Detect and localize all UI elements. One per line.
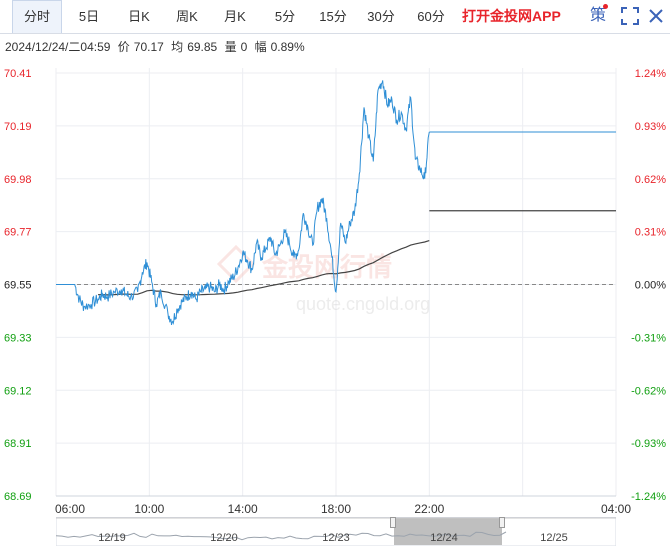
price-line — [56, 80, 430, 326]
navigator-date-label: 12/23 — [322, 532, 350, 544]
y-tick-right: 0.31% — [635, 227, 666, 239]
close-icon[interactable] — [646, 6, 666, 26]
tab-5day[interactable]: 5日 — [78, 9, 100, 24]
y-tick-right: -0.31% — [631, 332, 666, 344]
y-tick-left: 70.19 — [4, 121, 32, 133]
navigator-selection — [394, 518, 502, 545]
navigator-mini-line — [55, 531, 507, 541]
y-tick-left: 69.77 — [4, 227, 32, 239]
y-tick-left: 69.98 — [4, 174, 32, 186]
watermark-logo-icon — [216, 244, 256, 284]
strategy-icon[interactable]: 策 — [590, 7, 607, 24]
y-tick-right: -1.24% — [631, 491, 666, 503]
change-label: 幅 — [254, 40, 267, 54]
avg-price-line — [97, 240, 430, 296]
navigator-date-label: 12/24 — [430, 532, 458, 544]
y-tick-left: 70.41 — [4, 68, 32, 80]
price-value: 70.17 — [133, 40, 164, 54]
change-value: 0.89% — [270, 40, 305, 54]
tab-60min[interactable]: 60分 — [417, 9, 445, 24]
y-tick-right: -0.62% — [631, 385, 666, 397]
price-label: 价 — [117, 40, 130, 54]
navigator-date-labels: 12/19 12/20 12/23 12/24 12/25 — [98, 532, 568, 544]
y-tick-left: 69.33 — [4, 332, 32, 344]
tab-15min[interactable]: 15分 — [319, 9, 347, 24]
y-tick-right: 0.93% — [635, 121, 666, 133]
x-tick-label: 06:00 — [55, 502, 85, 516]
x-axis: 06:00 10:00 14:00 18:00 22:00 04:00 — [55, 495, 631, 516]
watermark: 金投网行情 quote.cngold.org — [216, 244, 430, 314]
y-tick-left: 69.55 — [4, 280, 32, 292]
navigator-right-handle[interactable] — [499, 517, 505, 528]
x-tick-label: 22:00 — [414, 502, 444, 516]
intraday-chart: 金投网行情 quote.cngold.org 70.41 70.19 69.98 69… — [4, 68, 666, 516]
x-tick-label: 10:00 — [134, 502, 164, 516]
tab-5min[interactable]: 5分 — [274, 9, 296, 24]
y-tick-right: 1.24% — [635, 68, 666, 80]
y-axis-left: 70.41 70.19 69.98 69.77 69.55 69.33 69.12 68.91… — [4, 68, 32, 503]
period-tabs: 分时 5日 日K 周K 月K 5分 15分 30分 60分 打开金投网APP 策 — [0, 0, 670, 34]
tab-intraday[interactable]: 分时 — [12, 0, 62, 33]
tab-30min[interactable]: 30分 — [367, 9, 395, 24]
tab-daily-k[interactable]: 日K — [128, 9, 150, 24]
watermark-url: quote.cngold.org — [296, 294, 430, 314]
notification-dot — [603, 4, 608, 9]
x-tick-label: 18:00 — [321, 502, 351, 516]
y-tick-left: 68.69 — [4, 491, 32, 503]
tab-weekly-k[interactable]: 周K — [176, 9, 198, 24]
time-navigator[interactable]: 12/19 12/20 12/23 12/24 12/25 — [55, 516, 617, 547]
navigator-date-label: 12/20 — [210, 532, 238, 544]
x-tick-label: 14:00 — [228, 502, 258, 516]
avg-value: 69.85 — [187, 40, 218, 54]
quote-datetime: 2024/12/24/二04:59 — [5, 40, 111, 54]
tab-monthly-k[interactable]: 月K — [224, 9, 246, 24]
y-tick-left: 69.12 — [4, 385, 32, 397]
navigator-left-handle[interactable] — [390, 517, 396, 528]
x-tick-label: 04:00 — [601, 502, 631, 516]
volume-value: 0 — [240, 40, 248, 54]
navigator-overview[interactable]: 12/19 12/20 12/23 12/24 12/25 — [55, 516, 617, 547]
open-app-link[interactable]: 打开金投网APP — [462, 8, 561, 24]
y-tick-right: -0.93% — [631, 438, 666, 450]
y-axis-right: 1.24% 0.93% 0.62% 0.31% 0.00% -0.31% -0.62% -0.… — [631, 68, 666, 503]
y-tick-right: 0.62% — [635, 174, 666, 186]
navigator-date-label: 12/25 — [540, 532, 568, 544]
avg-label: 均 — [171, 40, 184, 54]
navigator-date-label: 12/19 — [98, 532, 126, 544]
y-tick-right: 0.00% — [635, 280, 666, 292]
fullscreen-icon[interactable] — [620, 6, 640, 26]
volume-label: 量 — [224, 40, 237, 54]
y-tick-left: 68.91 — [4, 438, 32, 450]
watermark-text: 金投网行情 — [261, 252, 392, 282]
